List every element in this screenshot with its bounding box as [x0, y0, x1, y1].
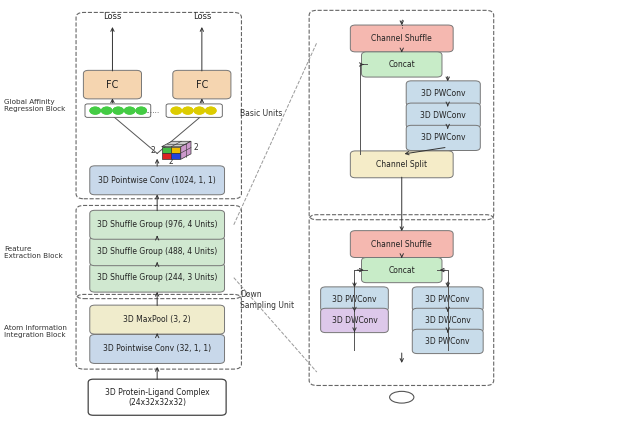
Circle shape [113, 107, 124, 114]
FancyBboxPatch shape [90, 263, 225, 292]
Bar [172, 147, 180, 153]
FancyBboxPatch shape [412, 287, 483, 311]
Circle shape [102, 107, 112, 114]
FancyBboxPatch shape [350, 25, 453, 52]
FancyBboxPatch shape [90, 166, 225, 195]
Text: 2: 2 [193, 143, 198, 152]
Text: FC: FC [106, 80, 118, 90]
FancyBboxPatch shape [412, 308, 483, 333]
Bar [172, 153, 180, 159]
Circle shape [90, 107, 100, 114]
Polygon shape [180, 141, 191, 159]
Text: 3D Pointwise Conv (32, 1, 1): 3D Pointwise Conv (32, 1, 1) [103, 344, 211, 354]
Circle shape [194, 107, 204, 114]
FancyBboxPatch shape [83, 70, 141, 99]
Circle shape [182, 107, 193, 114]
Text: 3D Pointwise Conv (1024, 1, 1): 3D Pointwise Conv (1024, 1, 1) [99, 176, 216, 185]
Text: Global Affinity
Regression Block: Global Affinity Regression Block [4, 99, 65, 112]
Text: 3D PWConv: 3D PWConv [426, 337, 470, 346]
FancyBboxPatch shape [90, 210, 225, 239]
FancyBboxPatch shape [362, 52, 442, 77]
Circle shape [113, 107, 124, 114]
FancyBboxPatch shape [173, 70, 231, 99]
Text: 3D DWConv: 3D DWConv [332, 316, 378, 325]
Bar [162, 153, 171, 159]
Circle shape [172, 107, 181, 114]
FancyBboxPatch shape [88, 379, 226, 415]
Text: Feature
Extraction Block: Feature Extraction Block [4, 245, 63, 258]
FancyBboxPatch shape [362, 258, 442, 282]
Text: 3D DWConv: 3D DWConv [420, 111, 466, 120]
Text: 3D PWConv: 3D PWConv [421, 133, 465, 142]
Circle shape [205, 107, 216, 114]
FancyBboxPatch shape [406, 103, 480, 128]
Text: FC: FC [196, 80, 208, 90]
Text: Down
Sampling Unit: Down Sampling Unit [240, 290, 294, 309]
Circle shape [194, 107, 204, 114]
Text: ......: ...... [145, 106, 159, 115]
Circle shape [172, 107, 181, 114]
Text: Channel Shuffle: Channel Shuffle [371, 34, 432, 43]
Circle shape [102, 107, 112, 114]
Circle shape [136, 107, 147, 114]
FancyBboxPatch shape [90, 335, 225, 363]
FancyBboxPatch shape [412, 329, 483, 354]
Circle shape [182, 107, 193, 114]
FancyBboxPatch shape [321, 308, 388, 333]
Text: 3D Shuffle Group (976, 4 Units): 3D Shuffle Group (976, 4 Units) [97, 220, 218, 229]
Text: 3D MaxPool (3, 2): 3D MaxPool (3, 2) [124, 315, 191, 324]
Ellipse shape [390, 392, 414, 403]
Text: 3D PWConv: 3D PWConv [332, 295, 377, 304]
Text: Concat: Concat [388, 266, 415, 274]
FancyBboxPatch shape [85, 104, 151, 117]
Text: 3D DWConv: 3D DWConv [425, 316, 470, 325]
Circle shape [125, 107, 135, 114]
Text: Concat: Concat [388, 60, 415, 69]
Text: Channel Split: Channel Split [376, 160, 428, 169]
FancyBboxPatch shape [321, 287, 388, 311]
FancyBboxPatch shape [406, 81, 480, 106]
FancyBboxPatch shape [90, 305, 225, 334]
Text: Basic Units: Basic Units [240, 109, 282, 118]
Bar [162, 147, 171, 153]
Circle shape [136, 107, 147, 114]
Text: Atom Information
Integration Block: Atom Information Integration Block [4, 325, 67, 338]
Circle shape [205, 107, 216, 114]
Circle shape [90, 107, 100, 114]
Text: 3D Shuffle Group (488, 4 Units): 3D Shuffle Group (488, 4 Units) [97, 247, 217, 256]
Circle shape [125, 107, 135, 114]
Text: Loss: Loss [103, 12, 122, 21]
Text: Channel Shuffle: Channel Shuffle [371, 240, 432, 248]
FancyBboxPatch shape [90, 237, 225, 266]
Text: 3D PWConv: 3D PWConv [421, 89, 465, 98]
FancyBboxPatch shape [406, 125, 480, 150]
Text: 3D Protein-Ligand Complex
(24x32x32x32): 3D Protein-Ligand Complex (24x32x32x32) [105, 387, 209, 407]
Text: Loss: Loss [193, 12, 211, 21]
Text: 2: 2 [169, 157, 173, 166]
Polygon shape [162, 141, 191, 147]
FancyBboxPatch shape [350, 231, 453, 258]
FancyBboxPatch shape [166, 104, 222, 117]
Text: 3D PWConv: 3D PWConv [426, 295, 470, 304]
Text: 3D Shuffle Group (244, 3 Units): 3D Shuffle Group (244, 3 Units) [97, 273, 218, 282]
FancyBboxPatch shape [350, 151, 453, 178]
Text: 2: 2 [150, 146, 155, 155]
